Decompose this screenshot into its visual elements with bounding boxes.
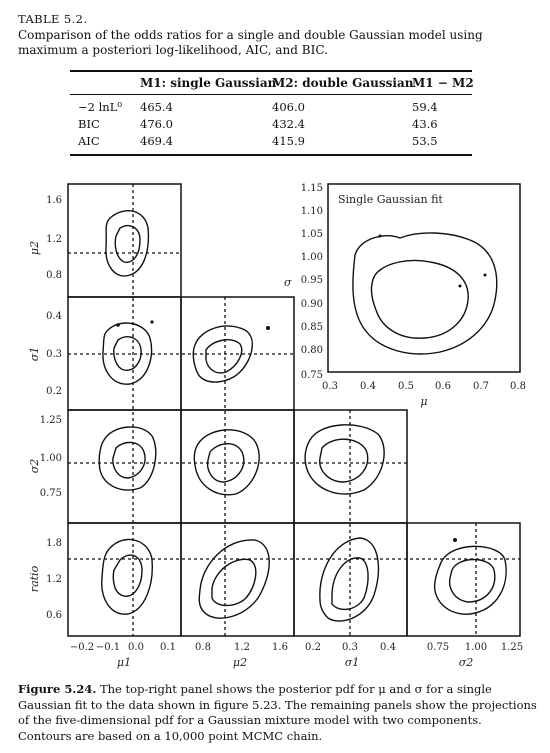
panel-ratio-mu2 (180, 522, 295, 637)
table-label: TABLE 5.2. (18, 12, 88, 26)
tick-label: 1.6 (272, 642, 288, 653)
col-header-m2: M2: double Gaussian (272, 76, 414, 90)
tick-label: 1.2 (46, 234, 62, 245)
tick-label: 1.2 (46, 574, 62, 585)
inset-xlabel: μ (420, 395, 427, 408)
true-value-lines (68, 184, 520, 636)
inset-title: Single Gaussian fit (338, 193, 443, 206)
figure-caption-text: The top-right panel shows the posterior … (18, 682, 537, 743)
tick-label: 0.4 (380, 642, 396, 653)
row-label-sigma2: σ2 (28, 459, 41, 474)
cell-diff: 59.4 (412, 100, 438, 114)
tick-label: 0.8 (510, 381, 526, 392)
tick-label: 1.00 (40, 453, 62, 464)
tick-label: 1.6 (46, 195, 62, 206)
table-bottom-rule (70, 154, 472, 156)
tick-label: 0.7 (473, 381, 489, 392)
panel-sigma2-mu2 (180, 409, 295, 524)
cell-diff: 43.6 (412, 117, 438, 131)
row-label-mu2: μ2 (28, 241, 41, 255)
tick-label: 1.8 (46, 538, 62, 549)
cell-m2: 415.9 (272, 134, 305, 148)
tick-label: 0.3 (322, 381, 338, 392)
tick-label: 0.6 (46, 610, 62, 621)
row-label: BIC (78, 117, 100, 131)
col-header-m1: M1: single Gaussian (140, 76, 277, 90)
tick-label: 0.75 (40, 488, 62, 499)
cell-m1: 476.0 (140, 117, 173, 131)
cell-m1: 465.4 (140, 100, 173, 114)
figure-number: Figure 5.24. (18, 682, 97, 696)
col-label-mu1: μ1 (117, 656, 131, 669)
tick-label: 0.85 (301, 322, 323, 333)
tick-label: 1.15 (301, 183, 323, 194)
tick-label: 0.3 (46, 349, 62, 360)
tick-label: −0.2 (70, 642, 94, 653)
tick-label: −0.1 (96, 642, 120, 653)
col-label-mu2: μ2 (233, 656, 247, 669)
tick-label: 1.25 (40, 415, 62, 426)
tick-label: 0.80 (301, 345, 323, 356)
table-top-rule (70, 70, 472, 72)
tick-label: 1.00 (465, 642, 487, 653)
outlier-points (116, 234, 487, 542)
tick-label: 0.8 (195, 642, 211, 653)
tick-label: 1.10 (301, 206, 323, 217)
col-label-sigma1: σ1 (345, 656, 360, 669)
cell-diff: 53.5 (412, 134, 438, 148)
tick-label: 0.0 (128, 642, 144, 653)
tick-label: 0.1 (160, 642, 176, 653)
inset-single-gaussian (327, 183, 521, 373)
row-label: −2 lnL⁰ (78, 100, 122, 114)
tick-label: 0.4 (46, 311, 62, 322)
table-caption: Comparison of the odds ratios for a sing… (18, 28, 483, 57)
tick-label: 0.4 (360, 381, 376, 392)
tick-label: 1.2 (234, 642, 250, 653)
tick-label: 0.3 (342, 642, 358, 653)
row-label-ratio: ratio (28, 565, 41, 592)
figure-caption: Figure 5.24. The top-right panel shows t… (18, 682, 538, 744)
cell-m2: 406.0 (272, 100, 305, 114)
posterior-contours (98, 210, 507, 622)
table-header-rule (70, 94, 472, 95)
cell-m1: 469.4 (140, 134, 173, 148)
tick-label: 0.2 (46, 386, 62, 397)
tick-label: 1.05 (301, 229, 323, 240)
corner-plot-figure: μ2 σ1 σ2 ratio 1.6 1.2 0.8 0.4 0.3 0.2 1… (28, 183, 526, 669)
tick-label: 0.90 (301, 299, 323, 310)
row-label-sigma1: σ1 (28, 347, 41, 362)
row-label: AIC (78, 134, 100, 148)
tick-label: 0.75 (427, 642, 449, 653)
panel-mu2-mu1 (67, 183, 182, 298)
tick-label: 0.2 (305, 642, 321, 653)
panel-ratio-sigma2 (406, 522, 521, 637)
tick-label: 0.5 (398, 381, 414, 392)
tick-label: 0.75 (301, 370, 323, 381)
cell-m2: 432.4 (272, 117, 305, 131)
inset-ylabel: σ (284, 276, 292, 289)
tick-label: 1.25 (501, 642, 523, 653)
tick-label: 0.95 (301, 275, 323, 286)
tick-label: 0.8 (46, 270, 62, 281)
col-label-sigma2: σ2 (459, 656, 474, 669)
tick-label: 1.00 (301, 252, 323, 263)
tick-label: 0.6 (435, 381, 451, 392)
col-header-diff: M1 − M2 (412, 76, 474, 90)
